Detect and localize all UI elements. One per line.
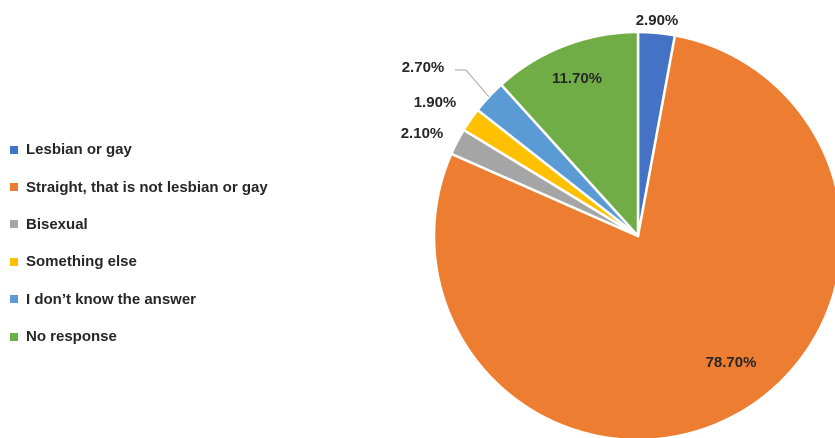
- pie-slices: [432, 30, 835, 438]
- legend-item-straight: Straight, that is not lesbian or gay: [10, 168, 268, 205]
- legend-item-bisexual: Bisexual: [10, 206, 268, 243]
- data-label-no-response: 11.70%: [552, 70, 602, 87]
- legend-swatch-dont-know: [10, 295, 18, 304]
- legend-label-dont-know: I don’t know the answer: [26, 290, 197, 308]
- data-label-bisexual: 2.10%: [401, 125, 444, 142]
- legend-label-something-else: Something else: [26, 253, 137, 271]
- legend-label-bisexual: Bisexual: [26, 215, 88, 233]
- legend-swatch-straight: [10, 183, 18, 192]
- data-label-dont-know: 2.70%: [402, 59, 445, 76]
- legend-label-lesbian-or-gay: Lesbian or gay: [26, 141, 132, 159]
- legend-swatch-something-else: [10, 257, 18, 266]
- leader-line-dont-know: [455, 69, 490, 98]
- leader-lines: [455, 69, 490, 98]
- legend-label-straight: Straight, that is not lesbian or gay: [26, 178, 268, 196]
- legend-swatch-lesbian-or-gay: [10, 145, 18, 154]
- data-label-something-else: 1.90%: [414, 94, 457, 111]
- data-label-lesbian-or-gay: 2.90%: [636, 12, 679, 29]
- data-label-straight: 78.70%: [706, 354, 757, 371]
- data-labels: 2.90% 78.70% 2.10% 1.90% 2.70% 11.70%: [401, 12, 757, 371]
- legend-item-lesbian-or-gay: Lesbian or gay: [10, 131, 268, 168]
- legend-item-dont-know: I don’t know the answer: [10, 281, 268, 318]
- legend-item-something-else: Something else: [10, 243, 268, 280]
- chart-legend: Lesbian or gay Straight, that is not les…: [10, 131, 268, 355]
- legend-item-no-response: No response: [10, 318, 268, 355]
- legend-swatch-no-response: [10, 332, 18, 341]
- legend-swatch-bisexual: [10, 220, 18, 229]
- pie-slice-straight: [432, 34, 835, 438]
- pie-slice-no-response: [499, 30, 640, 238]
- legend-label-no-response: No response: [26, 328, 117, 346]
